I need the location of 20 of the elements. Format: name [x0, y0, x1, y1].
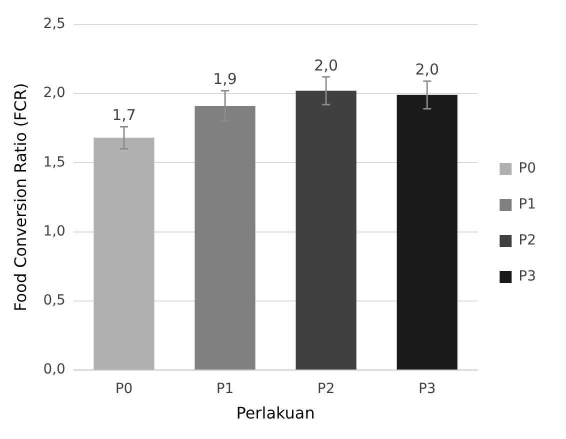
- y-tick-label: 0,5: [43, 292, 66, 309]
- y-tick-label: 1,5: [43, 154, 66, 170]
- y-tick-label: 1,0: [43, 223, 66, 240]
- data-label: 2,0: [415, 60, 440, 78]
- x-tick-label: P3: [418, 381, 436, 398]
- x-tick-label: P0: [115, 381, 133, 398]
- y-tick-label: 0,0: [43, 362, 66, 378]
- legend-label: P3: [518, 268, 536, 285]
- legend-label: P2: [518, 232, 536, 249]
- data-label: 2,0: [314, 56, 338, 74]
- x-axis-title: Perlakuan: [236, 404, 315, 423]
- data-label: 1,7: [112, 106, 136, 124]
- y-tick-label: 2,0: [43, 85, 66, 102]
- x-tick-label: P2: [317, 381, 335, 398]
- x-tick-label: P1: [216, 381, 234, 398]
- legend-label: P1: [518, 196, 536, 213]
- data-label: 1,9: [213, 70, 237, 88]
- y-axis-title: Food Conversion Ratio (FCR): [10, 83, 30, 312]
- legend-label: P0: [518, 160, 536, 177]
- y-tick-label: 2,5: [43, 16, 66, 32]
